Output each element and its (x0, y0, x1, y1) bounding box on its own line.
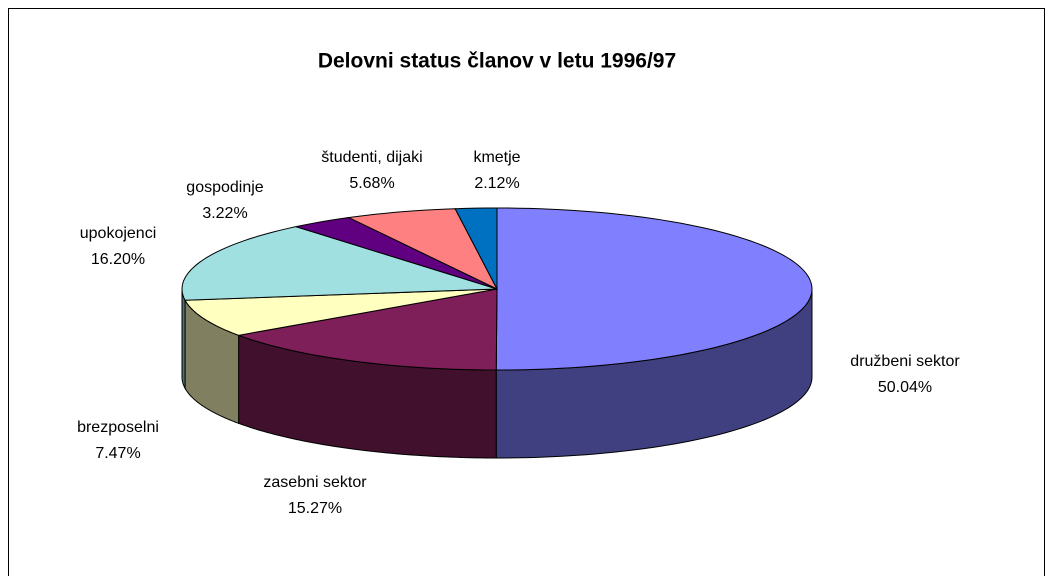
slice-value-label: 16.20% (91, 251, 145, 268)
pie-slice (347, 208, 499, 291)
pie-slice (236, 288, 498, 371)
slice-label: zasebni sektor (263, 474, 367, 491)
slice-value-label: 50.04% (878, 379, 932, 396)
slice-label: družbeni sektor (850, 353, 960, 370)
pie-slice (184, 288, 498, 336)
slice-label: študenti, dijaki (321, 149, 422, 166)
pie-slice (181, 226, 498, 301)
pie-slice (295, 217, 498, 290)
slice-label: upokojenci (80, 225, 157, 242)
slice-value-label: 15.27% (288, 500, 342, 517)
slice-label: kmetje (473, 149, 520, 166)
slice-label: brezposelni (77, 419, 159, 436)
chart-title: Delovni status članov v letu 1996/97 (318, 50, 676, 73)
slice-value-label: 7.47% (95, 445, 140, 462)
pie-slice (454, 207, 498, 290)
slice-value-label: 5.68% (349, 175, 394, 192)
pie-side (181, 289, 186, 391)
slice-value-label: 2.12% (474, 175, 519, 192)
slice-value-label: 3.22% (202, 205, 247, 222)
slice-label: gospodinje (186, 179, 264, 196)
pie-slice (495, 207, 813, 371)
